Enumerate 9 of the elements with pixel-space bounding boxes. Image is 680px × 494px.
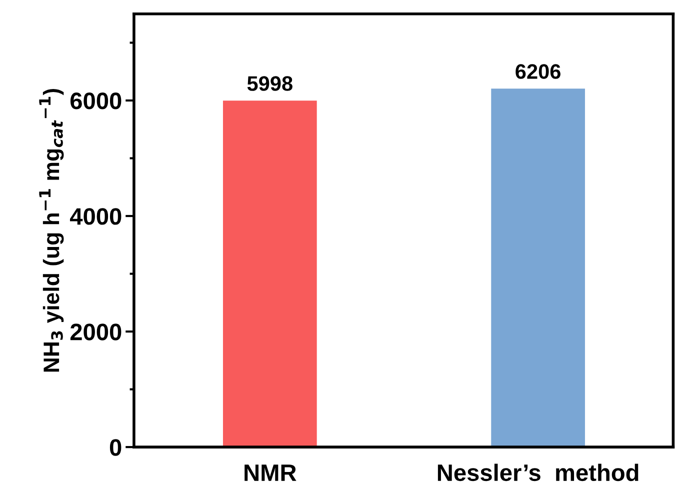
- data-label: 6206: [516, 64, 560, 79]
- y-tick-label: 0: [110, 439, 122, 456]
- y-tick-label: 4000: [70, 208, 122, 225]
- y-axis-title: NH$_{3}$ yield (ug h$^{−1}$ mg$_{cat}$$^{−1}$): [39, 88, 64, 372]
- y-tick-label: 2000: [70, 324, 122, 340]
- x-tick-label: Nessler’s method: [438, 464, 638, 482]
- data-label: 5998: [247, 76, 292, 91]
- y-tick-label: 6000: [70, 92, 122, 110]
- x-tick-label: NMR: [244, 464, 296, 481]
